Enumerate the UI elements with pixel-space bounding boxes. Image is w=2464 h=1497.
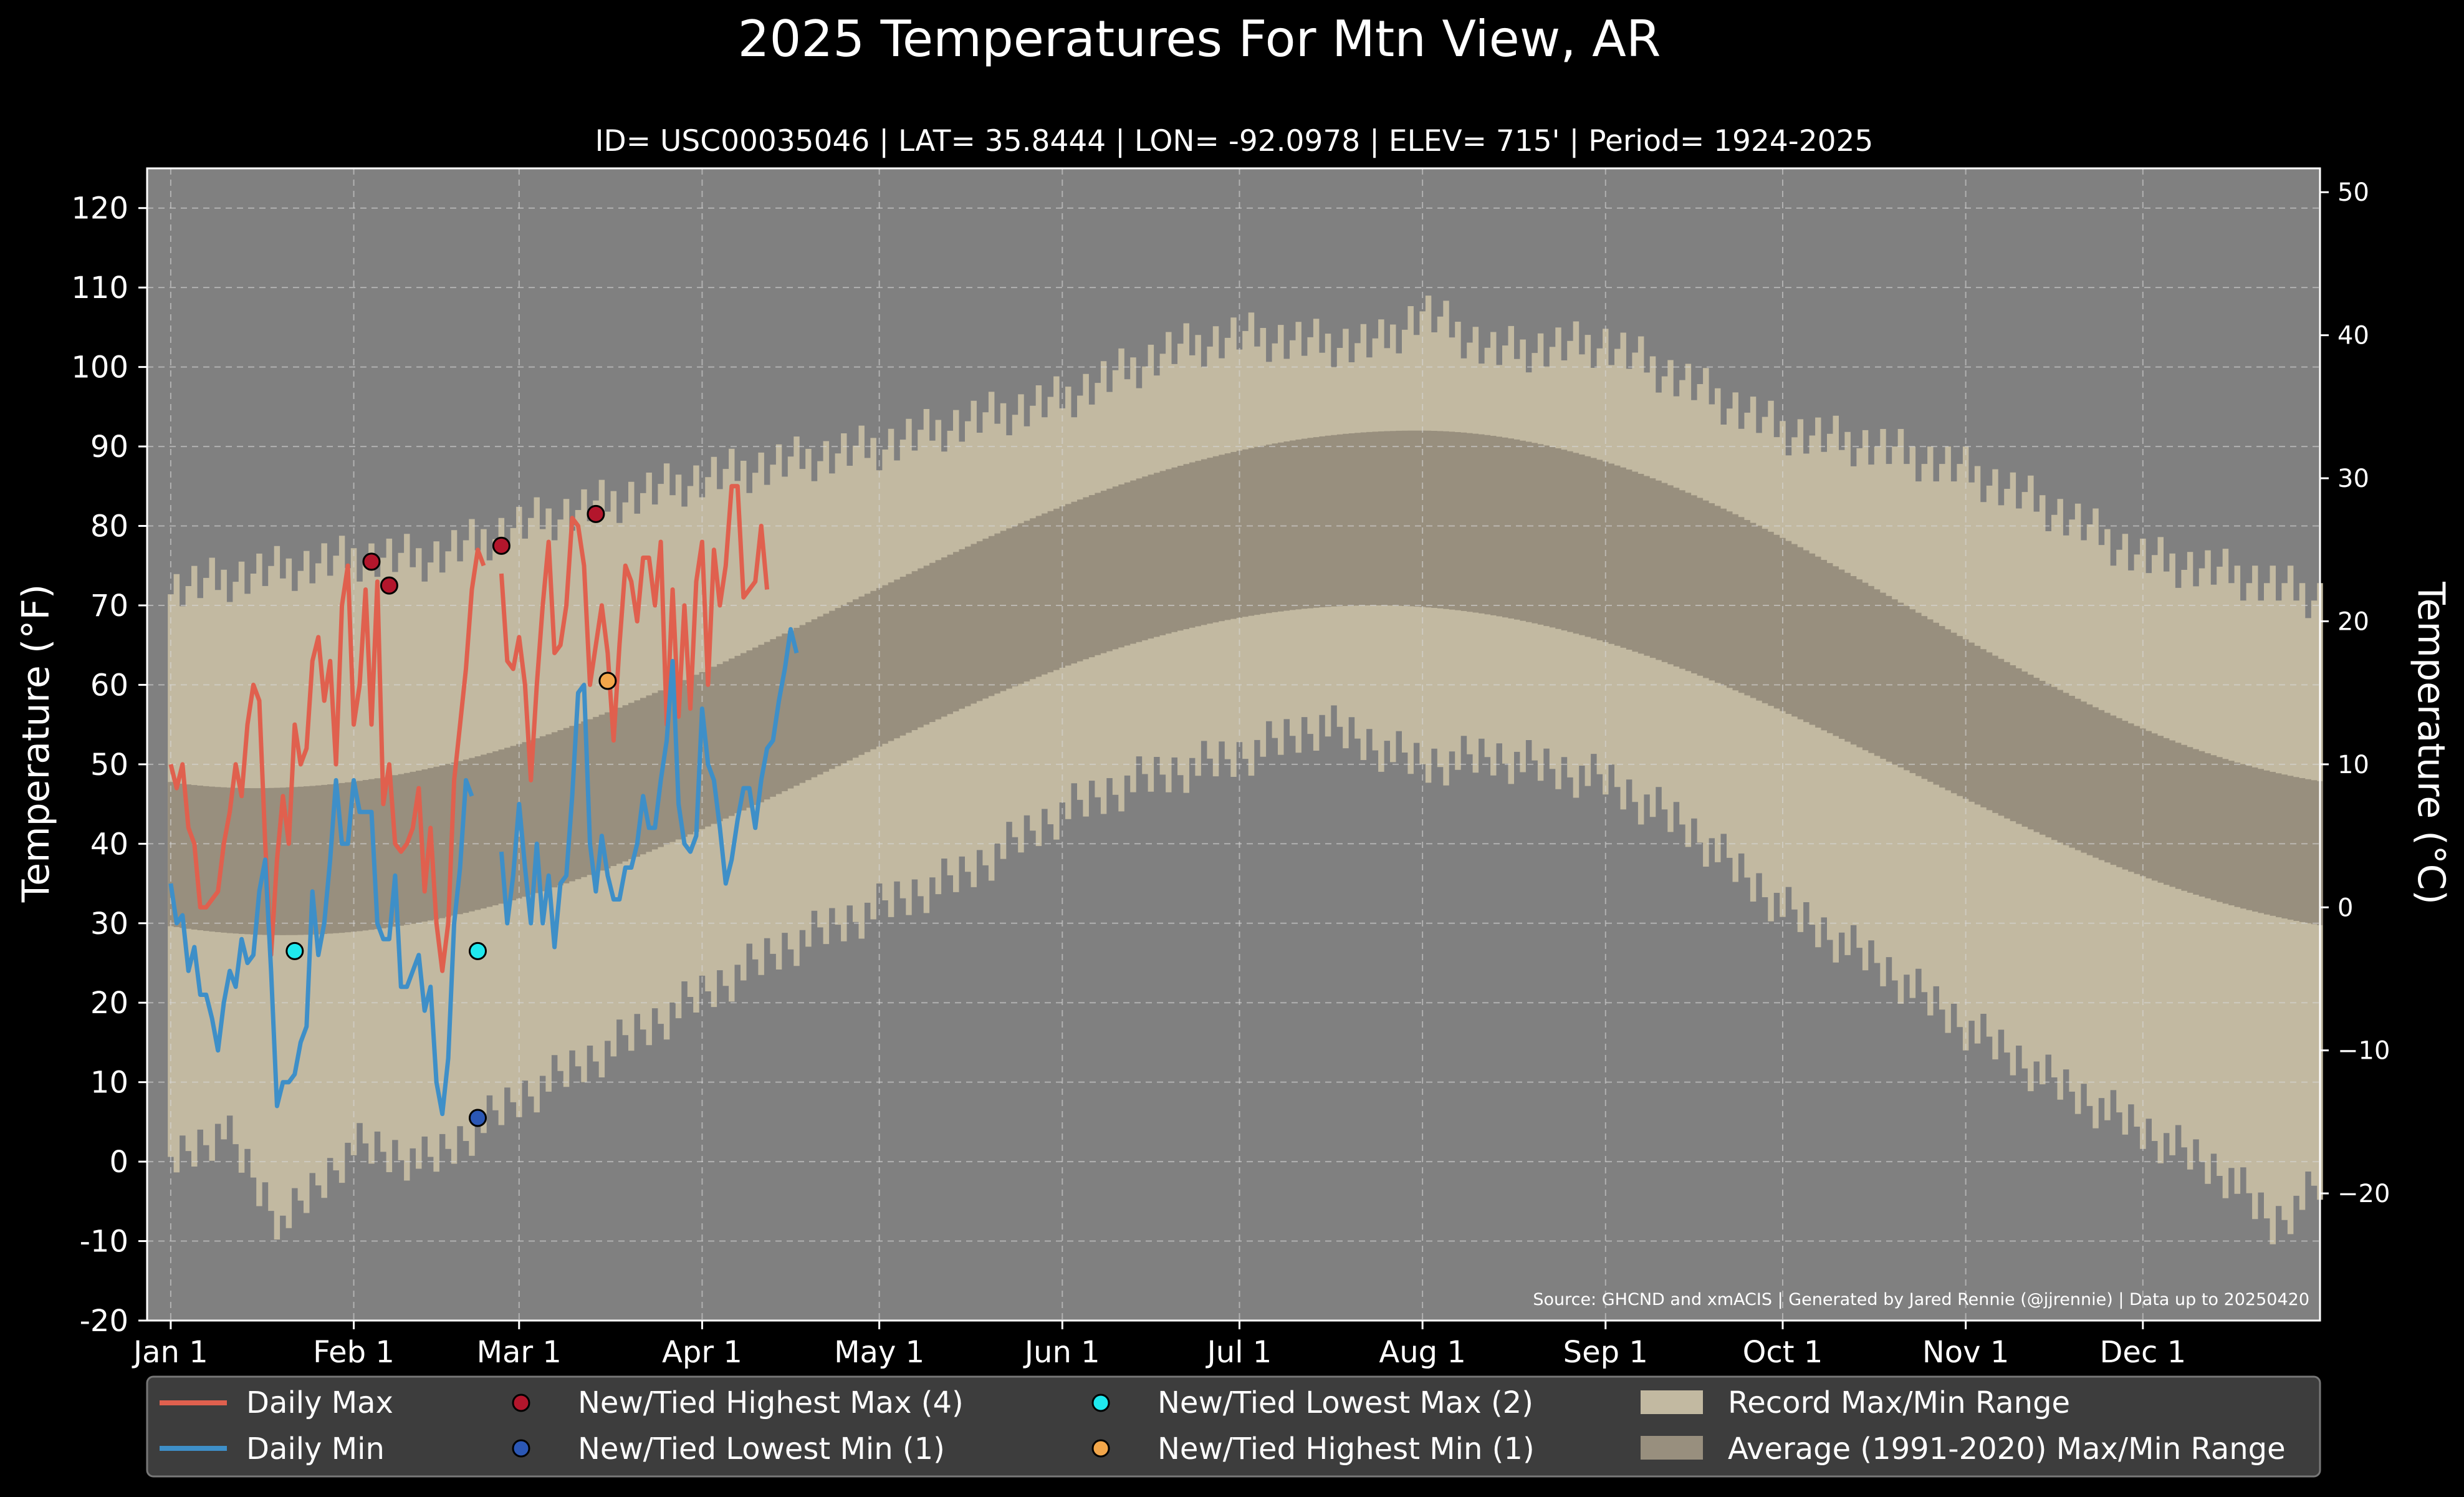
x-tick-label: Aug 1	[1379, 1335, 1466, 1370]
y-axis-right: −20 −10 0 10 20 30 40 50	[2320, 178, 2390, 1208]
x-tick-label: Dec 1	[2099, 1335, 2186, 1370]
record-marker-2	[285, 941, 304, 960]
y-right-tick-label: −10	[2337, 1037, 2390, 1066]
y-tick-label: 10	[90, 1066, 128, 1100]
legend-label-daily-min: Daily Min	[246, 1432, 385, 1466]
y-tick-label: 20	[90, 986, 128, 1021]
legend-swatch-record-range	[1641, 1390, 1703, 1414]
x-tick-label: Feb 1	[313, 1335, 395, 1370]
chart-title: 2025 Temperatures For Mtn View, AR	[738, 10, 1661, 68]
legend-label-daily-max: Daily Max	[246, 1385, 393, 1420]
legend-swatch-average-range	[1641, 1436, 1703, 1460]
y-right-tick-label: 30	[2337, 465, 2369, 493]
legend-label-lowest-max: New/Tied Lowest Max (2)	[1158, 1385, 1533, 1420]
series-layer	[168, 484, 799, 1117]
legend-box	[146, 1375, 2321, 1478]
y-right-tick-label: 40	[2337, 322, 2369, 350]
x-tick-label: Nov 1	[1922, 1335, 2009, 1370]
record-marker-0	[362, 552, 381, 571]
record-marker-3	[598, 671, 617, 690]
y-axis-label-left: Temperature (°F)	[14, 584, 58, 903]
y-tick-label: -20	[80, 1304, 128, 1339]
source-note: Source: GHCND and xmACIS | Generated by …	[1533, 1290, 2309, 1309]
x-axis: Jan 1 Feb 1 Mar 1 Apr 1 May 1 Jun 1 Jul 1 Aug 1…	[132, 1321, 2186, 1370]
y-tick-label: 80	[90, 509, 128, 544]
y-axis-left: -20 -10 0 10 20 30 40 50 60 70 80 90 100 110 120	[71, 191, 147, 1339]
bands-layer	[168, 296, 2323, 1244]
legend-marker-lowest-max	[1091, 1394, 1110, 1412]
y-tick-label: 120	[71, 191, 128, 226]
record-marker-0	[587, 504, 605, 523]
x-tick-label: Jan 1	[132, 1335, 208, 1370]
record-range-band	[168, 296, 2323, 1244]
x-tick-label: Mar 1	[477, 1335, 562, 1370]
y-tick-label: 100	[71, 350, 128, 385]
y-tick-label: 110	[71, 271, 128, 306]
y-tick-label: 30	[90, 907, 128, 941]
y-tick-label: 70	[90, 589, 128, 623]
record-marker-1	[468, 1109, 487, 1127]
daily-min-line	[168, 627, 799, 1117]
x-tick-label: Jun 1	[1023, 1335, 1100, 1370]
y-tick-label: 90	[90, 430, 128, 465]
legend-label-highest-min: New/Tied Highest Min (1)	[1158, 1432, 1535, 1466]
x-tick-label: Jul 1	[1206, 1335, 1272, 1370]
y-tick-label: 60	[90, 668, 128, 703]
y-tick-label: -10	[80, 1225, 128, 1259]
x-tick-label: May 1	[834, 1335, 924, 1370]
x-tick-label: Sep 1	[1563, 1335, 1648, 1370]
grid-layer	[147, 168, 2320, 1321]
chart-subtitle: ID= USC00035046 | LAT= 35.8444 | LON= -9…	[595, 124, 1874, 158]
legend-marker-highest-min	[1091, 1439, 1110, 1458]
plot-frame	[146, 167, 2321, 1322]
y-right-tick-label: 10	[2337, 751, 2369, 779]
y-tick-label: 50	[90, 748, 128, 782]
legend-label-lowest-min: New/Tied Lowest Min (1)	[578, 1432, 945, 1466]
daily-max-line	[168, 484, 770, 973]
legend-label-highest-max: New/Tied Highest Max (4)	[578, 1385, 964, 1420]
normal-range-band	[168, 430, 2323, 935]
records-layer	[285, 504, 617, 1127]
y-right-tick-label: −20	[2337, 1180, 2390, 1208]
y-right-tick-label: 50	[2337, 178, 2369, 207]
legend: Daily Max Daily Min New/Tied Highest Max…	[146, 1375, 2321, 1478]
legend-label-record-range: Record Max/Min Range	[1728, 1385, 2070, 1420]
y-tick-label: 0	[109, 1145, 128, 1180]
legend-label-average-range: Average (1991-2020) Max/Min Range	[1728, 1432, 2286, 1466]
record-marker-2	[468, 941, 487, 960]
x-tick-label: Oct 1	[1743, 1335, 1823, 1370]
x-tick-label: Apr 1	[662, 1335, 742, 1370]
y-tick-label: 40	[90, 827, 128, 862]
record-marker-0	[380, 576, 398, 595]
y-right-tick-label: 20	[2337, 607, 2369, 636]
record-marker-0	[492, 536, 511, 555]
y-axis-label-right: Temperature (°C)	[2409, 581, 2453, 905]
legend-marker-highest-max	[512, 1394, 530, 1412]
legend-marker-lowest-min	[512, 1439, 530, 1458]
y-right-tick-label: 0	[2337, 893, 2353, 922]
